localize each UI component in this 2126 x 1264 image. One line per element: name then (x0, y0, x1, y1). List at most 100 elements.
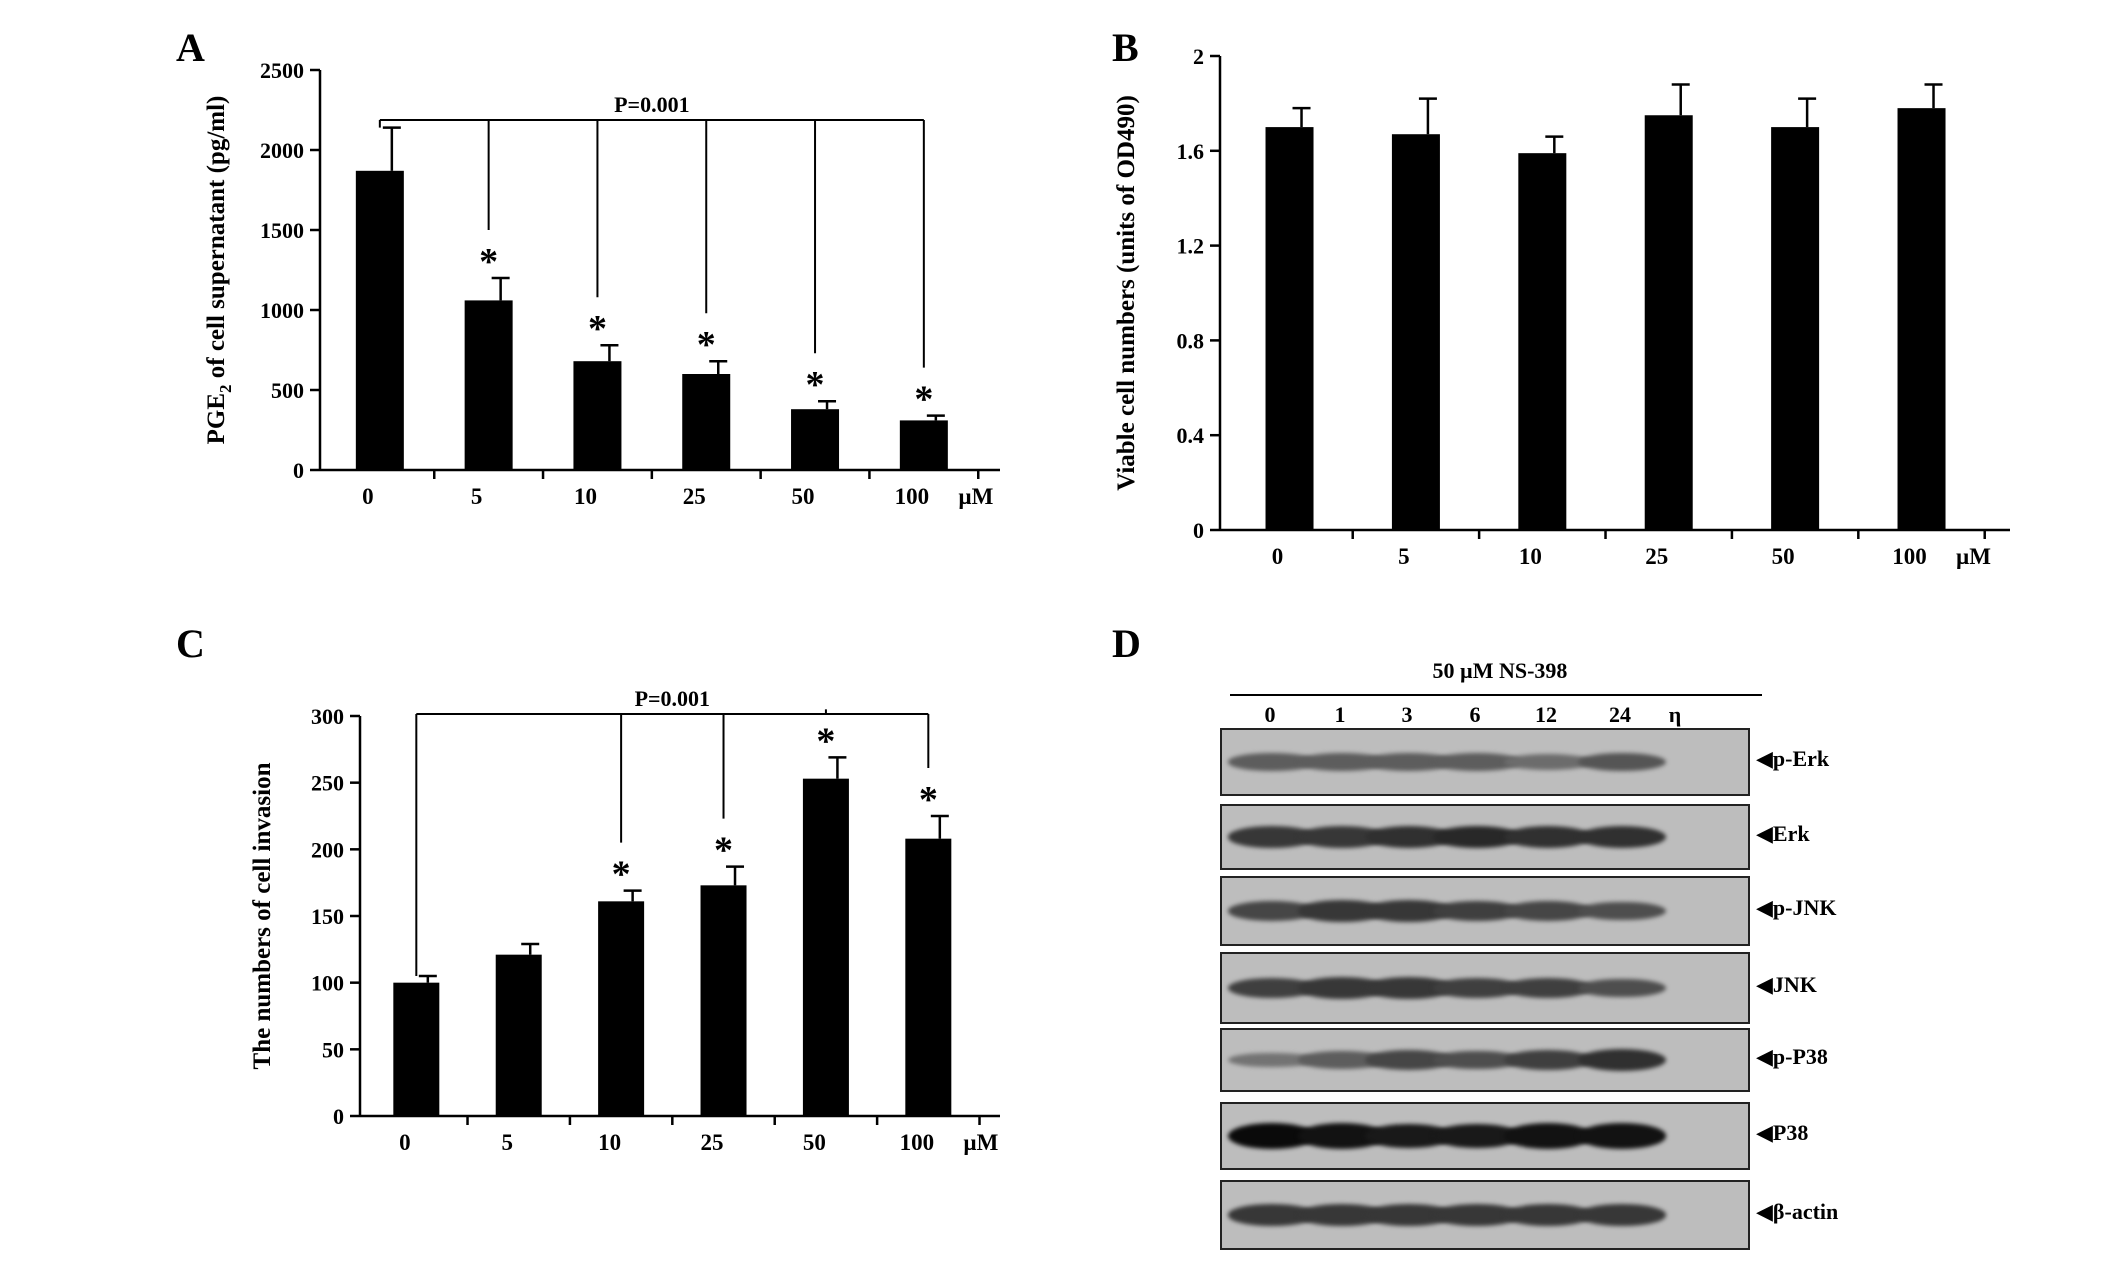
x-tick-label-25: 25 (1645, 544, 1668, 569)
blot-band (1433, 977, 1521, 999)
blot-band (1578, 1049, 1666, 1071)
x-tick-label-0: 0 (362, 484, 374, 509)
blot-band (1578, 1123, 1666, 1149)
y-tick-label: 2 (1193, 44, 1204, 69)
blot-band (1504, 1204, 1592, 1226)
blot-band (1433, 753, 1521, 771)
bar-25 (700, 885, 747, 1116)
blot-timepoint-6: 6 (1469, 702, 1481, 727)
y-tick-label: 0.8 (1177, 328, 1205, 353)
bar-50 (791, 409, 840, 470)
bar-5 (1391, 134, 1440, 530)
y-tick-label: 0 (1193, 518, 1204, 543)
bar-50 (1771, 127, 1820, 530)
blot-band (1298, 977, 1386, 999)
x-tick-label-0: 0 (1272, 544, 1284, 569)
blot-treatment-line (1230, 694, 1762, 696)
significance-marker-50: * (816, 720, 835, 762)
blot-row-label-Erk: ◀Erk (1756, 821, 1810, 846)
bar-0 (393, 982, 440, 1116)
blot-row-label-p-Erk: ◀p-Erk (1756, 746, 1830, 771)
x-tick-label-10: 10 (574, 484, 597, 509)
blot-band (1365, 753, 1453, 771)
significance-marker-10: * (612, 854, 631, 896)
x-tick-label-5: 5 (471, 484, 483, 509)
blot-band (1365, 826, 1453, 848)
y-tick-label: 500 (271, 378, 304, 403)
blot-band (1578, 826, 1666, 848)
blot-band (1578, 1204, 1666, 1226)
blot-row-P38 (1220, 1102, 1750, 1170)
bar-5 (495, 954, 542, 1116)
y-axis-label: Viable cell numbers (units of OD490) (1113, 95, 1140, 491)
x-tick-label-5: 5 (1398, 544, 1410, 569)
blot-band (1504, 1123, 1592, 1149)
blot-row-β-actin (1220, 1180, 1750, 1250)
y-tick-label: 1500 (260, 218, 304, 243)
y-tick-label: 2500 (260, 58, 304, 83)
x-tick-label-25: 25 (683, 484, 706, 509)
blot-treatment-label: 50 µM NS-398 (1432, 658, 1568, 683)
blot-row-label-P38: ◀P38 (1756, 1120, 1809, 1145)
y-tick-label: 0.4 (1177, 423, 1205, 448)
y-tick-label: 1000 (260, 298, 304, 323)
x-tick-label-10: 10 (598, 1130, 621, 1155)
blot-row-Erk (1220, 804, 1750, 870)
x-tick-label-50: 50 (792, 484, 815, 509)
blot-band (1504, 826, 1592, 848)
pvalue-label: P=0.001 (635, 686, 710, 711)
blot-row-p-P38 (1220, 1028, 1750, 1092)
bar-25 (1644, 115, 1693, 530)
blot-band (1433, 825, 1521, 849)
x-tick-label-5: 5 (501, 1130, 512, 1155)
significance-marker-100: * (914, 379, 933, 421)
blot-row-label-JNK: ◀JNK (1756, 972, 1817, 997)
y-tick-label: 200 (311, 837, 344, 862)
x-tick-label-10: 10 (1519, 544, 1542, 569)
y-tick-label: 0 (293, 458, 304, 483)
blot-timepoint-0: 0 (1264, 702, 1276, 727)
blot-band (1578, 753, 1666, 771)
panel-letter-d: D (1112, 621, 1141, 666)
chart-b-viability: 0 0.4 0.8 1.2 1.6 2 Viable cell numbers (units… (1113, 44, 2010, 569)
y-tick-label: 100 (311, 971, 344, 996)
blot-band (1298, 1051, 1386, 1069)
western-blot-panel: 50 µM NS-398 0 1 3 6 12 24 η ◀p-Erk ◀Erk ◀p-JNK ◀… (1200, 650, 1940, 1250)
blot-timepoint-row: 0 1 3 6 12 24 η (1200, 702, 1800, 736)
significance-marker-100: * (919, 779, 938, 821)
bar-10 (573, 361, 622, 470)
panel-letter-a: A (176, 25, 205, 70)
bar-25 (682, 374, 731, 470)
blot-band (1228, 1204, 1316, 1226)
x-unit-label: µM (1956, 544, 1991, 569)
blot-band (1504, 901, 1592, 921)
blot-band (1228, 977, 1316, 999)
blot-row-p-Erk (1220, 728, 1750, 796)
blot-timepoint-24: 24 (1609, 702, 1631, 727)
bar-100 (905, 838, 952, 1116)
significance-marker-25: * (714, 830, 733, 872)
blot-timepoint-12: 12 (1535, 702, 1557, 727)
blot-row-JNK (1220, 952, 1750, 1024)
y-tick-label: 300 (311, 704, 344, 729)
blot-band (1228, 826, 1316, 848)
blot-timepoint-3: 3 (1401, 702, 1413, 727)
blot-row-label-p-P38: ◀p-P38 (1756, 1044, 1828, 1069)
blot-band (1365, 1204, 1453, 1226)
y-tick-label: 2000 (260, 138, 304, 163)
blot-band (1578, 978, 1666, 998)
pvalue-label: P=0.001 (614, 92, 689, 117)
blot-row-label-p-JNK: ◀p-JNK (1756, 895, 1837, 920)
blot-row-p-JNK (1220, 876, 1750, 946)
x-unit-label: µM (958, 484, 993, 509)
blot-band (1228, 1052, 1316, 1068)
x-tick-label-100: 100 (895, 484, 930, 509)
bar-0 (1265, 127, 1314, 530)
blot-rows: ◀p-Erk ◀Erk ◀p-JNK ◀JNK ◀p-P38 ◀P38 ◀β-actin (1200, 650, 1940, 1250)
y-tick-label: 250 (311, 771, 344, 796)
bar-10 (1518, 153, 1567, 531)
y-tick-label: 50 (322, 1037, 344, 1062)
blot-band (1504, 754, 1592, 770)
